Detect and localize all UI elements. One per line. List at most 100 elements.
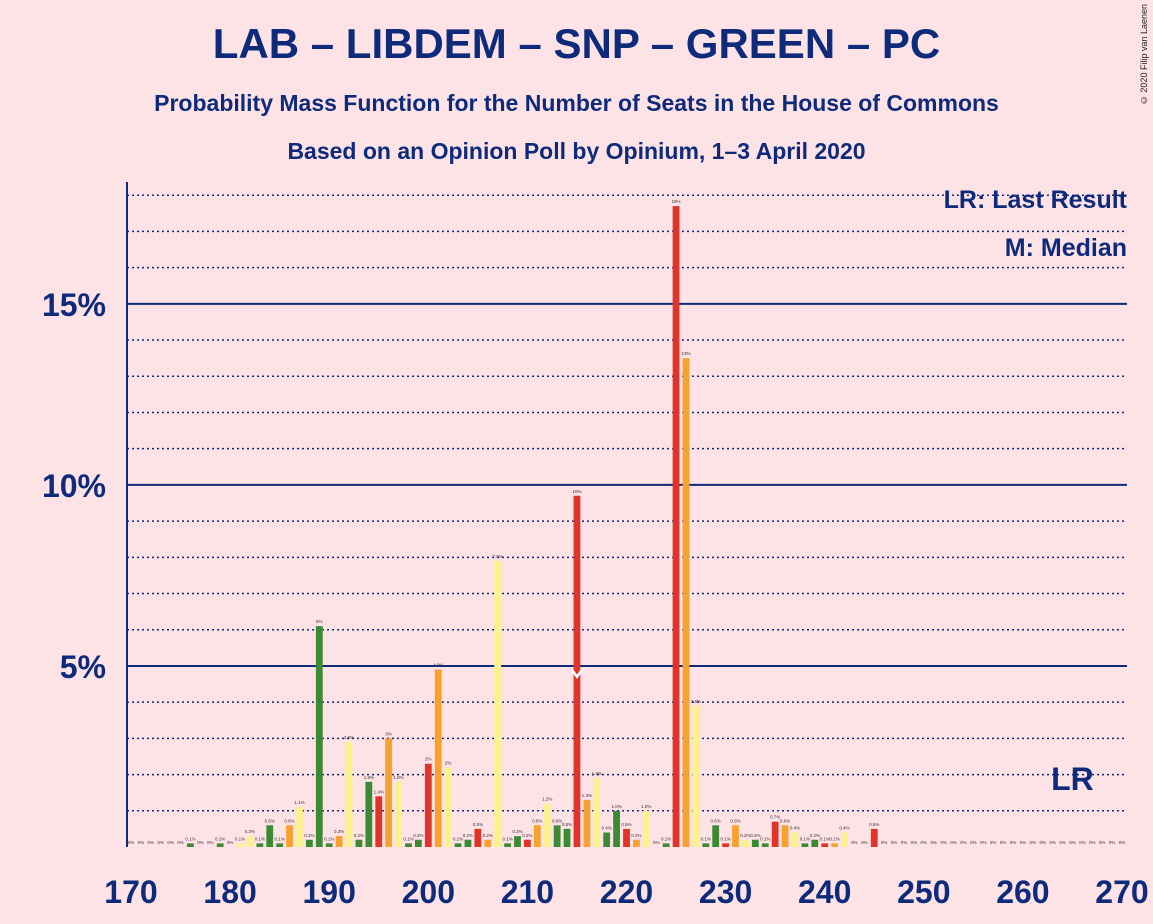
bar-value-label: 0.4% — [790, 826, 800, 831]
bar-seat-214 — [563, 828, 571, 847]
bar-seat-225 — [672, 206, 680, 848]
bar-value-label: 0.2% — [354, 833, 364, 838]
bar-value-label: 1.4% — [374, 789, 384, 794]
bar-value-label: 0% — [157, 840, 164, 845]
chart-subtitle: Probability Mass Function for the Number… — [154, 90, 999, 116]
bar-value-label: 10% — [572, 489, 581, 494]
bar-value-label: 0.5% — [869, 822, 879, 827]
bar-seat-226 — [682, 358, 690, 847]
bar-seat-224 — [662, 843, 670, 847]
bar-value-label: 0.1% — [720, 836, 730, 841]
bar-seat-199 — [414, 839, 422, 847]
x-tick-label: 170 — [104, 874, 157, 910]
legend-last-result: LR: Last Result — [943, 186, 1127, 214]
bar-seat-230 — [722, 843, 729, 847]
bar-seat-228 — [702, 843, 710, 847]
bar-value-label: 0% — [901, 840, 908, 845]
bar-value-label: 0% — [1020, 840, 1027, 845]
bar-seat-216 — [583, 799, 591, 847]
bar-value-label: 0% — [1099, 840, 1106, 845]
bar-seat-196 — [385, 738, 393, 847]
bar-value-label: 0.2% — [463, 833, 473, 838]
bar-seat-240 — [821, 843, 829, 847]
bar-value-label: 0.7% — [770, 815, 780, 820]
bar-value-label: 0.1% — [403, 836, 413, 841]
bar-seat-213 — [553, 825, 561, 847]
bar-seat-192 — [345, 741, 353, 847]
bar-seat-193 — [355, 839, 363, 847]
bar-seat-242 — [841, 832, 848, 847]
bar-value-label: 0.1% — [829, 836, 839, 841]
bar-value-label: 0.1% — [255, 836, 265, 841]
bar-seat-190 — [325, 843, 333, 847]
bar-value-label: 0% — [167, 840, 174, 845]
bar-value-label: 0.3% — [245, 829, 255, 834]
bar-seat-222 — [642, 810, 650, 847]
bar-value-label: 0% — [1079, 840, 1086, 845]
bar-value-label: 0.3% — [512, 829, 522, 834]
bar-seat-208 — [504, 843, 511, 847]
bar-value-label: 0.1% — [453, 836, 463, 841]
bar-seat-219 — [613, 810, 620, 847]
bar-value-label: 0.5% — [473, 822, 483, 827]
bar-value-label: 6% — [316, 619, 323, 624]
bar-value-label: 0% — [128, 840, 135, 845]
x-tick-label: 260 — [996, 874, 1049, 910]
bar-value-label: 0.1% — [324, 836, 334, 841]
bar-value-label: 0% — [227, 840, 234, 845]
bar-seat-233 — [751, 839, 759, 847]
bar-seat-237 — [791, 832, 799, 847]
bar-seat-218 — [603, 832, 611, 847]
bar-value-label: 13% — [681, 351, 690, 356]
bar-seat-217 — [593, 778, 601, 847]
bar-value-label: 0% — [1119, 840, 1126, 845]
bar-value-label: 2% — [425, 757, 432, 762]
bar-value-label: 0.1% — [661, 836, 671, 841]
bar-seat-210 — [524, 839, 531, 847]
bar-value-label: 0% — [1089, 840, 1096, 845]
bar-value-label: 1.9% — [592, 771, 602, 776]
bar-value-label: 1.2% — [542, 797, 552, 802]
bar-value-label: 0% — [990, 840, 997, 845]
bar-value-label: 0% — [911, 840, 918, 845]
bar-value-label: 0.1% — [800, 836, 810, 841]
bar-value-label: 0.6% — [552, 818, 562, 823]
bar-value-label: 0.2% — [750, 833, 760, 838]
bar-value-label: 0% — [1109, 840, 1116, 845]
x-tick-label: 230 — [699, 874, 752, 910]
bar-seat-179 — [216, 843, 224, 847]
x-tick-label: 190 — [303, 874, 356, 910]
legend-median: M: Median — [1004, 234, 1127, 262]
bar-value-label: 7.9% — [493, 554, 503, 559]
bar-seat-245 — [870, 828, 878, 847]
bar-seat-184 — [266, 825, 274, 847]
y-tick-label: 10% — [42, 468, 106, 504]
x-tick-label: 200 — [402, 874, 455, 910]
bar-seat-198 — [405, 843, 412, 847]
bar-value-label: 0% — [1010, 840, 1017, 845]
bar-seat-229 — [712, 825, 720, 847]
bar-seat-185 — [276, 843, 284, 847]
bar-value-label: 0% — [970, 840, 977, 845]
bar-seat-188 — [305, 839, 313, 847]
bar-value-label: 2% — [445, 760, 452, 765]
bar-value-label: 0.6% — [284, 818, 294, 823]
bar-seat-189 — [315, 626, 323, 847]
bar-value-label: 0% — [921, 840, 928, 845]
bar-seat-212 — [543, 803, 551, 847]
bar-value-label: 1.3% — [582, 793, 592, 798]
chart-source-line: Based on an Opinion Poll by Opinium, 1–3… — [287, 138, 866, 164]
bar-seat-235 — [771, 821, 779, 847]
bar-seat-186 — [286, 825, 293, 847]
bar-value-label: 2.9% — [344, 735, 354, 740]
bar-value-label: 0% — [861, 840, 868, 845]
bar-value-label: 0% — [960, 840, 967, 845]
bar-seat-203 — [454, 843, 462, 847]
bar-value-label: 0.1% — [275, 836, 285, 841]
x-tick-label: 270 — [1095, 874, 1148, 910]
bar-value-label: 0% — [1069, 840, 1076, 845]
bar-value-label: 0% — [207, 840, 214, 845]
bar-value-label: 0.5% — [562, 822, 572, 827]
bar-value-label: 0% — [851, 840, 858, 845]
bar-value-label: 1.1% — [294, 800, 304, 805]
